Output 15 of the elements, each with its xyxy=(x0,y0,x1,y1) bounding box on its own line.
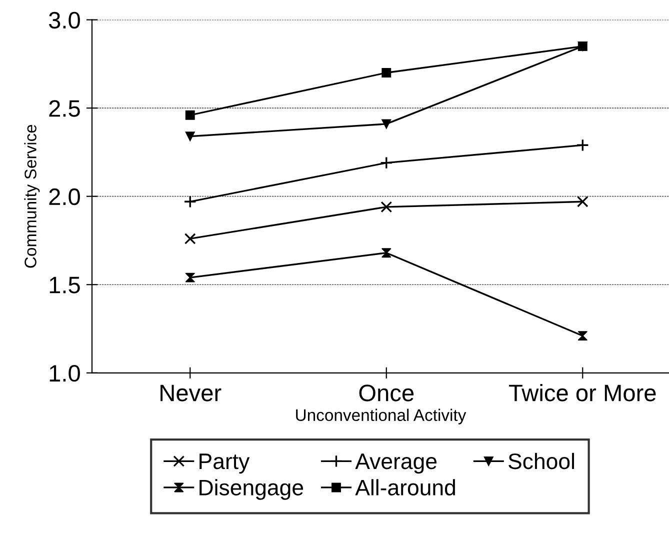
x-tick-label: Once xyxy=(359,384,414,402)
legend-label: Party xyxy=(200,454,250,474)
y-axis-title: Community Service xyxy=(24,124,40,268)
legend-label: Average xyxy=(355,454,437,474)
x-tick-label: Never xyxy=(160,384,222,402)
x-tick-label: Twice or More xyxy=(509,384,656,402)
y-tick-label: 1.0 xyxy=(50,364,80,382)
x-axis-title: Unconventional Activity xyxy=(296,408,466,424)
legend-label: Disengage xyxy=(200,479,304,500)
legend-label: School xyxy=(508,452,574,470)
y-tick-label: 3.0 xyxy=(48,12,80,29)
y-tick-label: 1.5 xyxy=(50,276,80,294)
legend-label: All-around xyxy=(355,479,455,496)
y-tick-label: 2.0 xyxy=(49,188,80,206)
y-tick-label: 2.5 xyxy=(49,100,80,117)
